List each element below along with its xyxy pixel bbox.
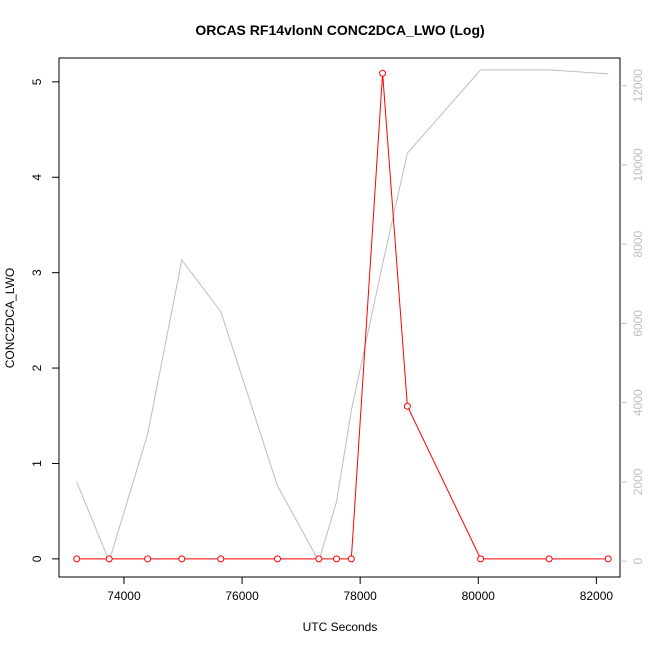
y-axis-label: CONC2DCA_LWO (3, 268, 17, 368)
x-tick-label: 82000 (580, 589, 614, 603)
data-point (379, 69, 387, 77)
data-point (333, 555, 341, 563)
x-tick-label: 78000 (343, 589, 377, 603)
y-tick-label: 1 (30, 460, 44, 467)
y-tick-label: 3 (30, 269, 44, 276)
data-point (477, 555, 485, 563)
x-tick-label: 76000 (225, 589, 259, 603)
y2-tick-label: 0 (631, 557, 645, 564)
chart-title: ORCAS RF14vlonN CONC2DCA_LWO (Log) (195, 22, 484, 38)
data-point (105, 555, 113, 563)
x-tick-label: 80000 (462, 589, 496, 603)
y-tick-label: 2 (30, 364, 44, 371)
y2-tick-label: 10000 (631, 148, 645, 182)
series-line (76, 73, 609, 560)
data-point (178, 555, 186, 563)
series-right-gray (76, 69, 609, 563)
y2-tick-label: 6000 (631, 310, 645, 337)
data-point (273, 555, 281, 563)
data-point (545, 555, 553, 563)
series-left-red (73, 69, 612, 563)
x-axis-label: UTC Seconds (303, 620, 378, 634)
y2-tick-label: 12000 (631, 69, 645, 103)
data-point (347, 555, 355, 563)
x-tick-label: 74000 (107, 589, 141, 603)
plot-frame (58, 57, 621, 578)
data-point (403, 402, 411, 410)
y-tick-label: 0 (30, 555, 44, 562)
y-axis-right: 0 2000 4000 6000 8000 10000 12000 (620, 69, 645, 564)
data-point (144, 555, 152, 563)
y-axis-left: 0 1 2 3 4 5 (30, 78, 59, 562)
y2-tick-label: 2000 (631, 468, 645, 495)
y-tick-label: 5 (30, 78, 44, 85)
series-line (76, 69, 609, 563)
data-point (73, 555, 81, 563)
x-axis: 74000 76000 78000 80000 82000 (107, 577, 613, 603)
y-tick-label: 4 (30, 174, 44, 181)
data-point (315, 555, 323, 563)
data-point (604, 555, 612, 563)
data-point (217, 555, 225, 563)
series-layer (73, 69, 612, 563)
plot-border (58, 57, 621, 578)
y2-tick-label: 4000 (631, 389, 645, 416)
y2-tick-label: 8000 (631, 231, 645, 258)
